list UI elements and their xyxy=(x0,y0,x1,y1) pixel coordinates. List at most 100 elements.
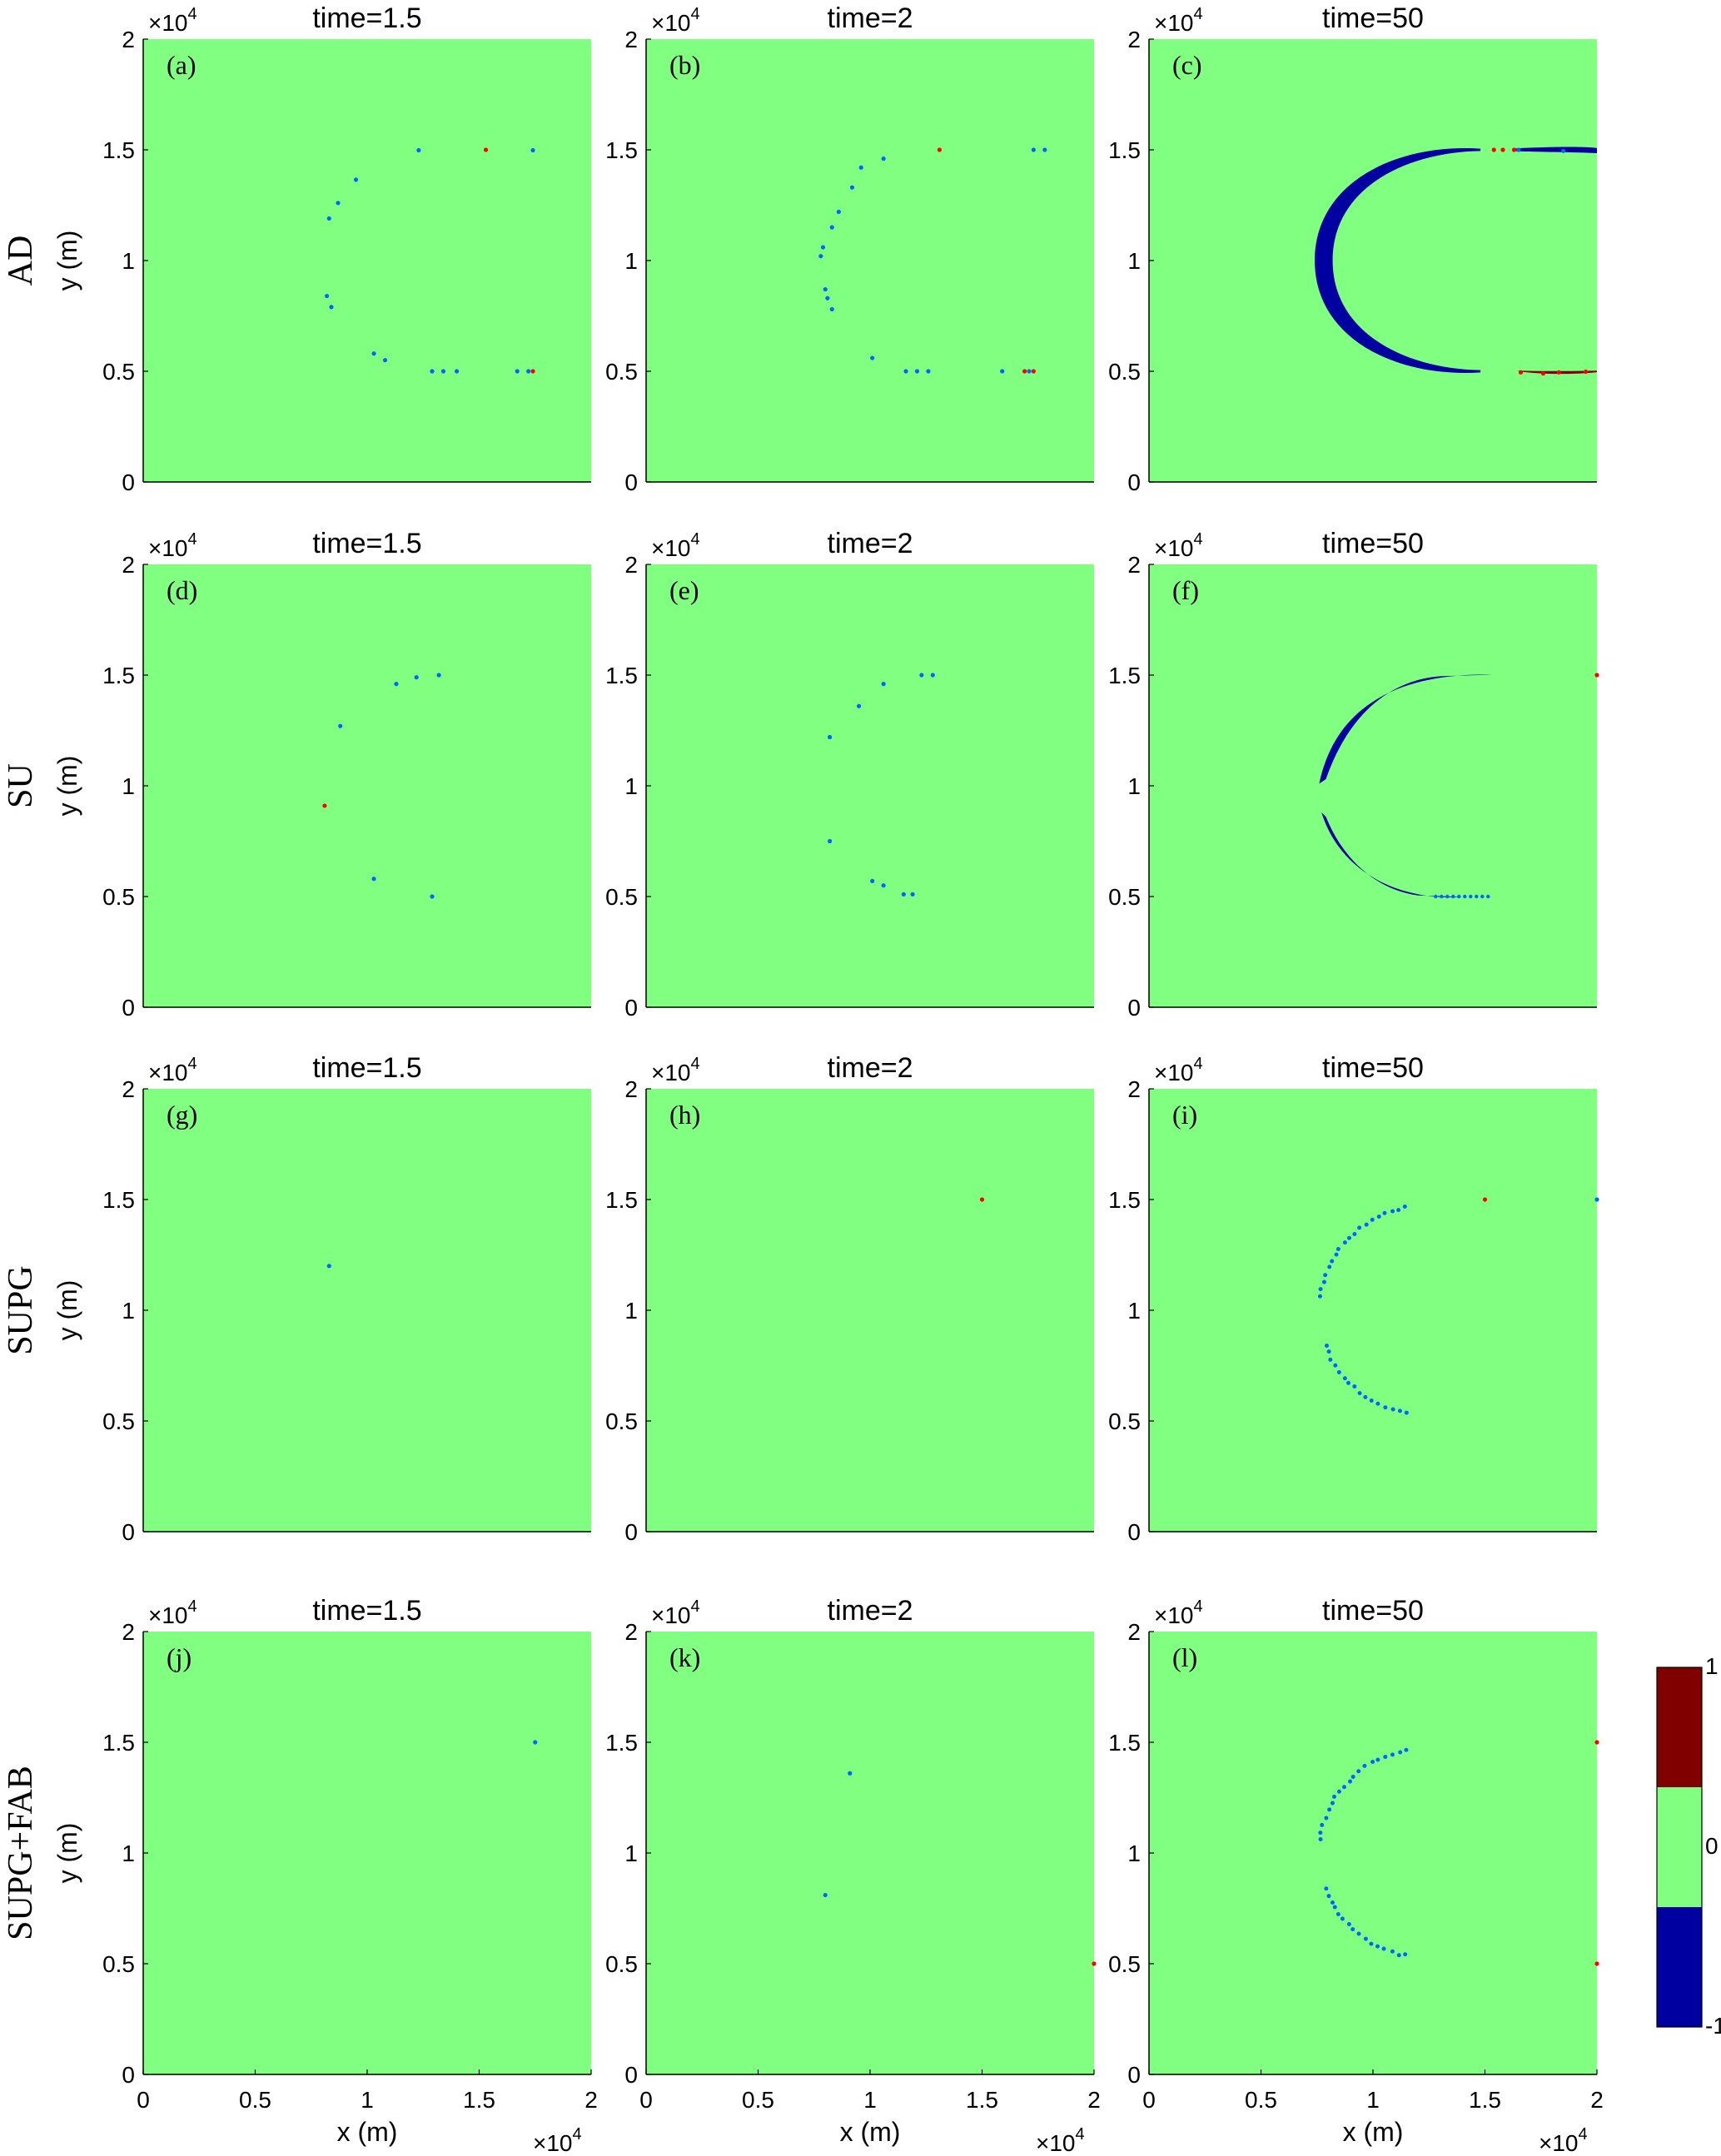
panel-title: time=1.5 xyxy=(312,528,421,559)
negative-point xyxy=(1042,147,1047,152)
y-tick-label: 0.5 xyxy=(102,359,135,385)
negative-point xyxy=(353,177,359,182)
negative-point xyxy=(870,355,875,360)
y-tick-label: 2 xyxy=(624,27,638,52)
negative-point xyxy=(1561,148,1566,153)
panel-e: 0 0.5 1 1.5 2 ×104 time=2 (e) xyxy=(605,528,1094,1021)
positive-point xyxy=(1022,369,1027,374)
data-point xyxy=(1352,1384,1357,1389)
panel-title: time=2 xyxy=(828,1052,913,1084)
y-axis-multiplier: ×104 xyxy=(148,530,197,561)
y-axis-multiplier-exponent: 4 xyxy=(691,5,700,23)
y-tick-label: 0 xyxy=(624,469,638,495)
negative-point xyxy=(849,185,855,190)
y-tick-label: 2 xyxy=(122,27,135,52)
data-point xyxy=(1463,894,1467,899)
panel-a: 0 0.5 1 1.5 2 ×104 y (m) time=1.5 (a) xyxy=(52,2,591,495)
data-point xyxy=(1475,894,1479,899)
y-tick-label: 1.5 xyxy=(1108,1187,1141,1213)
data-point xyxy=(1381,1946,1386,1951)
negative-point xyxy=(515,369,520,374)
data-point xyxy=(1328,1357,1333,1362)
data-point xyxy=(1390,1407,1395,1412)
y-axis-label: y (m) xyxy=(52,231,82,291)
x-axis-label: x (m) xyxy=(337,2117,398,2147)
axes: 0 0.5 1 1.5 2 ×104 xyxy=(605,530,1094,1021)
y-axis-multiplier: ×104 xyxy=(1154,5,1203,36)
positive-point xyxy=(1031,369,1036,374)
data-point xyxy=(1321,1279,1326,1284)
data-point xyxy=(1323,1273,1328,1278)
data-point xyxy=(1404,1747,1409,1752)
axes: 0 0.5 1 1.5 2 0 0.5 1 1.5 2 x (m) ×104 ×104 xyxy=(1108,1597,1604,2156)
data-point xyxy=(1396,1953,1401,1958)
data-point xyxy=(1390,1209,1395,1214)
data-point xyxy=(1345,1380,1350,1385)
y-tick-label: 1.5 xyxy=(102,137,135,163)
axes: 0 0.5 1 1.5 2 0 0.5 1 1.5 2 x (m) ×104 ×104 y (m) xyxy=(52,1597,598,2156)
data-point xyxy=(1451,894,1455,899)
data-point xyxy=(1356,1931,1361,1936)
data-point xyxy=(1402,1205,1407,1210)
colorbar: -1 0 1 xyxy=(1656,1653,1721,2039)
x-tick-label: 1.5 xyxy=(1469,2087,1501,2113)
y-axis-multiplier-exponent: 4 xyxy=(691,530,700,549)
data-point xyxy=(1404,1410,1409,1415)
y-tick-label: 0 xyxy=(624,1519,638,1545)
y-tick-label: 1.5 xyxy=(1108,663,1141,688)
panel-l: 0 0.5 1 1.5 2 0 0.5 1 1.5 2 x (m) ×104 ×104 time=50 (l… xyxy=(1108,1595,1604,2156)
colorbar-positive xyxy=(1657,1667,1702,1787)
data-point xyxy=(1318,1836,1323,1841)
negative-point xyxy=(326,1264,331,1269)
heatmap-background xyxy=(1149,1089,1597,1532)
heatmap-background xyxy=(143,39,591,482)
positive-point xyxy=(322,803,327,808)
data-point xyxy=(1398,1750,1403,1755)
negative-band-tail xyxy=(1514,147,1597,153)
data-point xyxy=(1336,1912,1340,1917)
heatmap-background xyxy=(646,1089,1094,1532)
data-point xyxy=(1480,894,1485,899)
positive-point xyxy=(530,369,535,374)
y-tick-label: 1 xyxy=(624,248,638,274)
panel-c: 0 0.5 1 1.5 2 ×104 time=50 (c) xyxy=(1108,2,1597,495)
y-axis-multiplier: ×104 xyxy=(651,5,700,36)
panel-label: (i) xyxy=(1172,1100,1197,1130)
x-tick-label: 1 xyxy=(361,2087,374,2113)
y-tick-label: 1 xyxy=(624,1841,638,1866)
negative-point xyxy=(848,1771,853,1776)
y-tick-label: 1 xyxy=(1127,1841,1141,1866)
y-tick-label: 0.5 xyxy=(605,1951,638,1977)
x-tick-label: 0 xyxy=(1142,2087,1156,2113)
heatmap-background xyxy=(143,1089,591,1532)
x-tick-label: 0 xyxy=(639,2087,653,2113)
negative-point xyxy=(903,369,908,374)
data-point xyxy=(1363,1394,1368,1399)
row-labels: AD SU SUPG SUPG+FAB xyxy=(2,236,40,1940)
data-point xyxy=(1320,1822,1325,1827)
x-tick-label: 1.5 xyxy=(463,2087,495,2113)
panel-label: (e) xyxy=(669,575,699,605)
data-point xyxy=(1375,1757,1380,1762)
data-point xyxy=(1383,1405,1388,1410)
colorbar-tick-label: 0 xyxy=(1705,1833,1719,1859)
y-tick-label: 2 xyxy=(1127,1619,1141,1645)
data-point xyxy=(1357,1391,1362,1396)
y-axis-multiplier-exponent: 4 xyxy=(691,1597,700,1616)
data-point xyxy=(1390,1949,1395,1954)
x-axis-multiplier: ×104 xyxy=(533,2125,582,2156)
data-point xyxy=(1324,1344,1329,1349)
heatmap-background xyxy=(1149,564,1597,1007)
y-tick-label: 1 xyxy=(122,248,135,274)
y-tick-label: 0.5 xyxy=(1108,884,1141,910)
negative-point xyxy=(338,723,343,728)
negative-point xyxy=(455,369,460,374)
data-point xyxy=(1330,1259,1335,1264)
panel-d: 0 0.5 1 1.5 2 ×104 y (m) time=1.5 (d) xyxy=(52,528,591,1021)
panel-title: time=2 xyxy=(828,2,913,34)
data-point xyxy=(1440,894,1444,899)
data-point xyxy=(1336,1246,1340,1251)
y-tick-label: 0.5 xyxy=(605,884,638,910)
colorbar-tick-label: -1 xyxy=(1705,2013,1721,2039)
